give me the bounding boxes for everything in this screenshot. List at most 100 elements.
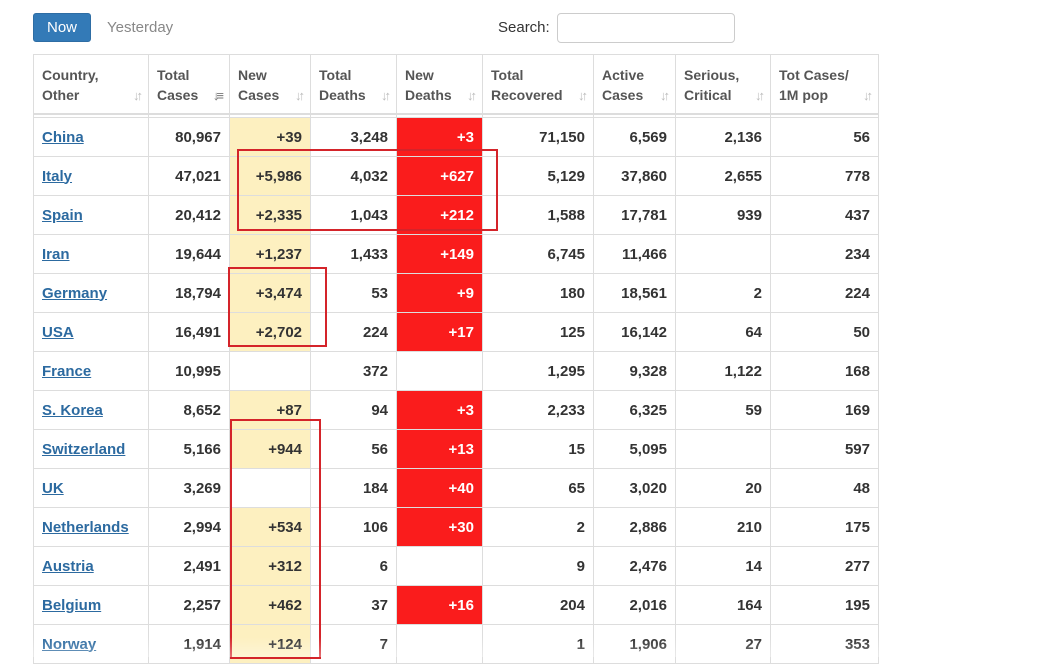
cell-serious: 2,136 <box>675 117 771 157</box>
cell-country: USA <box>33 312 149 352</box>
cell-new-cases: +534 <box>229 507 311 547</box>
cell-per-million: 50 <box>770 312 879 352</box>
cell-active-cases: 2,886 <box>593 507 676 547</box>
cell-total-recovered: 15 <box>482 429 594 469</box>
cell-total-recovered: 6,745 <box>482 234 594 274</box>
country-link[interactable]: UK <box>42 479 64 497</box>
header-label-line2: 1M pop <box>779 87 828 103</box>
cell-new-cases: +39 <box>229 117 311 157</box>
cell-new-deaths: +30 <box>396 507 483 547</box>
cell-serious: 2 <box>675 273 771 313</box>
cell-active-cases: 5,095 <box>593 429 676 469</box>
cell-total-deaths: 372 <box>310 351 397 391</box>
cell-new-deaths: +16 <box>396 585 483 625</box>
country-link[interactable]: France <box>42 362 92 380</box>
table-row: Switzerland 5,166 +944 56 +13 15 5,095 597 <box>33 429 879 469</box>
table-row: S. Korea 8,652 +87 94 +3 2,233 6,325 59 169 <box>33 390 879 430</box>
header-label-line1: Serious, <box>684 67 740 83</box>
cell-total-deaths: 37 <box>310 585 397 625</box>
country-link[interactable]: USA <box>42 323 74 341</box>
table-body: China 80,967 +39 3,248 +3 71,150 6,569 2,136 56 I… <box>33 113 879 664</box>
header-label-line2: Cases <box>238 87 280 103</box>
country-link[interactable]: Norway <box>42 635 97 653</box>
header-label-line1: Tot Cases/ <box>779 67 849 83</box>
header-total-recovered[interactable]: Total Recovered ↓↑ <box>482 54 594 115</box>
header-label-line2: Deaths <box>405 87 452 103</box>
country-link[interactable]: Iran <box>42 245 70 263</box>
search-input[interactable] <box>557 13 735 43</box>
table-row: Spain 20,412 +2,335 1,043 +212 1,588 17,781 939… <box>33 195 879 235</box>
sort-arrows-icon[interactable]: ↓↑ <box>467 87 477 103</box>
country-link[interactable]: Netherlands <box>42 518 129 536</box>
country-link[interactable]: Belgium <box>42 596 102 614</box>
sort-arrows-icon[interactable]: ↓↑ <box>133 87 143 103</box>
header-total-cases[interactable]: Total Cases ↓≡ <box>148 54 230 115</box>
cell-total-recovered: 71,150 <box>482 117 594 157</box>
cell-active-cases: 17,781 <box>593 195 676 235</box>
sort-arrows-icon[interactable]: ↓↑ <box>755 87 765 103</box>
country-link[interactable]: China <box>42 128 84 146</box>
table-row: Belgium 2,257 +462 37 +16 204 2,016 164 195 <box>33 585 879 625</box>
header-country[interactable]: Country, Other ↓↑ <box>33 54 149 115</box>
country-link[interactable]: Spain <box>42 206 83 224</box>
cell-per-million: 353 <box>770 624 879 664</box>
cell-total-deaths: 106 <box>310 507 397 547</box>
header-active-cases[interactable]: Active Cases ↓↑ <box>593 54 676 115</box>
cell-serious: 164 <box>675 585 771 625</box>
country-link[interactable]: Switzerland <box>42 440 126 458</box>
cell-new-deaths: +13 <box>396 429 483 469</box>
yesterday-button[interactable]: Yesterday <box>107 19 174 36</box>
cell-per-million: 56 <box>770 117 879 157</box>
header-new-cases[interactable]: New Cases ↓↑ <box>229 54 311 115</box>
sort-arrows-icon[interactable]: ↓↑ <box>381 87 391 103</box>
sort-arrows-icon[interactable]: ↓↑ <box>863 87 873 103</box>
header-serious[interactable]: Serious, Critical ↓↑ <box>675 54 771 115</box>
cell-total-cases: 16,491 <box>148 312 230 352</box>
header-label-line2: Cases <box>157 87 199 103</box>
header-label-line1: Total <box>491 67 524 83</box>
country-link[interactable]: S. Korea <box>42 401 103 419</box>
header-label-line1: Country, <box>42 67 99 83</box>
cell-country: UK <box>33 468 149 508</box>
cell-country: S. Korea <box>33 390 149 430</box>
sort-arrows-icon[interactable]: ↓↑ <box>578 87 588 103</box>
country-link[interactable]: Germany <box>42 284 108 302</box>
cell-active-cases: 6,569 <box>593 117 676 157</box>
cell-total-cases: 8,652 <box>148 390 230 430</box>
country-link[interactable]: Italy <box>42 167 73 185</box>
header-label-line2: Recovered <box>491 87 563 103</box>
header-new-deaths[interactable]: New Deaths ↓↑ <box>396 54 483 115</box>
cell-new-deaths: +9 <box>396 273 483 313</box>
table-row: Norway 1,914 +124 7 1 1,906 27 353 <box>33 624 879 664</box>
cell-total-deaths: 53 <box>310 273 397 313</box>
cell-total-cases: 10,995 <box>148 351 230 391</box>
cell-total-deaths: 224 <box>310 312 397 352</box>
spacer-cell <box>770 113 879 118</box>
sort-arrows-icon[interactable]: ↓↑ <box>295 87 305 103</box>
cell-total-recovered: 1,295 <box>482 351 594 391</box>
cell-new-cases: +5,986 <box>229 156 311 196</box>
cell-total-deaths: 56 <box>310 429 397 469</box>
toolbar: Now Yesterday Search: <box>33 13 736 43</box>
cell-new-cases: +944 <box>229 429 311 469</box>
cell-country: Austria <box>33 546 149 586</box>
cell-total-cases: 2,491 <box>148 546 230 586</box>
cell-country: Spain <box>33 195 149 235</box>
cell-per-million: 195 <box>770 585 879 625</box>
header-label-line2: Cases <box>602 87 644 103</box>
cell-total-cases: 5,166 <box>148 429 230 469</box>
sort-arrows-icon[interactable]: ↓↑ <box>660 87 670 103</box>
cell-new-deaths: +149 <box>396 234 483 274</box>
header-per-million[interactable]: Tot Cases/1M pop ↓↑ <box>770 54 879 115</box>
cell-country: Iran <box>33 234 149 274</box>
cell-new-cases: +462 <box>229 585 311 625</box>
cell-total-recovered: 5,129 <box>482 156 594 196</box>
search-label: Search: <box>498 19 550 36</box>
cell-new-deaths: +17 <box>396 312 483 352</box>
now-button[interactable]: Now <box>33 13 91 42</box>
sort-descending-icon[interactable]: ↓≡ <box>212 87 224 103</box>
country-link[interactable]: Austria <box>42 557 94 575</box>
header-total-deaths[interactable]: Total Deaths ↓↑ <box>310 54 397 115</box>
header-row: Country, Other ↓↑ Total Cases ↓≡ New Cases ↓↑ Tot… <box>33 54 879 115</box>
header-label-line1: Total <box>157 67 190 83</box>
